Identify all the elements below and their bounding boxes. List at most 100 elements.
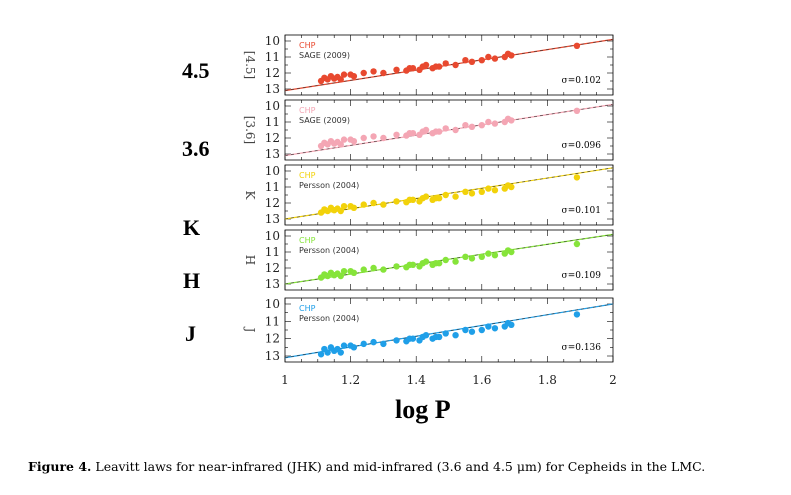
- data-point-3.6: [442, 125, 449, 132]
- data-point-J: [370, 338, 377, 346]
- data-point-3.6: [370, 133, 377, 140]
- data-point-4.5: [478, 57, 485, 64]
- data-point-3.6: [485, 118, 492, 126]
- data-point-3.6: [350, 138, 358, 145]
- data-point-H: [422, 258, 430, 265]
- data-point-J: [478, 326, 485, 334]
- row-label-j: J: [185, 321, 196, 346]
- data-point-K: [508, 183, 515, 191]
- y-tick-label-4.5: 10: [265, 34, 280, 48]
- data-point-J: [350, 344, 358, 351]
- data-point-3.6: [468, 123, 476, 130]
- data-point-K: [409, 196, 417, 203]
- data-point-J: [485, 323, 492, 330]
- data-point-K: [370, 199, 377, 207]
- y-tick-label-J: 13: [265, 349, 280, 363]
- data-point-3.6: [380, 134, 387, 142]
- legend-chp-J: CHP: [299, 304, 316, 313]
- y-tick-label-H: 11: [265, 245, 280, 259]
- sigma-label-J: σ=0.136: [562, 343, 602, 353]
- y-tick-label-3.6: 12: [265, 131, 280, 145]
- y-tick-label-3.6: 13: [265, 147, 280, 161]
- data-point-H: [468, 255, 476, 262]
- data-point-H: [435, 260, 443, 267]
- sigma-label-4.5: σ=0.102: [562, 76, 601, 86]
- data-point-4.5: [491, 55, 499, 62]
- data-point-3.6: [422, 126, 430, 134]
- caption-text: Leavitt laws for near-infrared (JHK) and…: [95, 459, 706, 474]
- row-label-k: K: [183, 215, 201, 240]
- data-point-K: [422, 193, 430, 200]
- data-point-K: [478, 188, 485, 195]
- data-point-H: [508, 248, 515, 256]
- data-point-H: [485, 250, 492, 257]
- data-point-H: [409, 261, 417, 268]
- y-tick-label-K: 10: [265, 164, 280, 178]
- legend-source-K: Persson (2004): [299, 181, 359, 190]
- x-axis-title: log P: [395, 395, 451, 424]
- y-axis-label-H: H: [243, 255, 257, 265]
- data-point-4.5: [409, 65, 417, 72]
- data-point-H: [573, 240, 581, 248]
- data-point-4.5: [442, 60, 449, 67]
- data-point-4.5: [422, 61, 430, 69]
- data-point-3.6: [508, 117, 515, 124]
- sigma-label-H: σ=0.109: [562, 271, 602, 281]
- panel-frame-K: [284, 164, 614, 226]
- data-point-K: [452, 193, 459, 200]
- legend-source-H: Persson (2004): [299, 246, 359, 255]
- data-point-J: [452, 332, 459, 339]
- data-point-J: [360, 340, 367, 348]
- data-point-3.6: [462, 122, 469, 129]
- data-point-3.6: [435, 128, 443, 135]
- x-tick-label: 1.8: [538, 373, 557, 387]
- data-point-J: [422, 332, 430, 339]
- y-tick-label-4.5: 13: [265, 82, 280, 96]
- y-tick-label-H: 13: [265, 277, 280, 291]
- data-point-H: [393, 263, 400, 270]
- y-tick-label-H: 12: [265, 261, 280, 275]
- data-point-K: [435, 195, 443, 202]
- data-point-3.6: [337, 141, 344, 148]
- data-point-K: [393, 198, 400, 205]
- figure-caption: Figure 4. Leavitt laws for near-infrared…: [28, 459, 788, 474]
- data-point-J: [380, 340, 387, 348]
- data-point-H: [452, 258, 459, 265]
- data-point-3.6: [360, 134, 367, 142]
- legend-source-J: Persson (2004): [299, 314, 359, 323]
- y-tick-label-4.5: 11: [265, 50, 280, 64]
- data-point-H: [370, 264, 377, 272]
- y-axis-label-K: K: [243, 191, 257, 201]
- data-point-4.5: [380, 69, 387, 77]
- data-point-J: [409, 335, 417, 342]
- y-axis-label-4.5: [4.5]: [243, 51, 257, 79]
- caption-label: Figure 4.: [28, 459, 92, 474]
- y-tick-label-J: 11: [265, 314, 280, 328]
- row-label-h: H: [183, 268, 201, 293]
- legend-chp-3.6: CHP: [299, 106, 316, 115]
- data-point-K: [340, 203, 348, 210]
- data-point-J: [442, 330, 449, 337]
- data-point-J: [491, 325, 499, 332]
- data-point-3.6: [340, 136, 348, 143]
- legend-chp-H: CHP: [299, 236, 316, 245]
- data-point-K: [573, 174, 581, 181]
- y-tick-label-K: 13: [265, 212, 280, 226]
- sigma-label-3.6: σ=0.096: [562, 141, 602, 151]
- y-tick-label-3.6: 10: [265, 99, 280, 113]
- row-label-4-5: 4.5: [182, 58, 210, 83]
- data-point-3.6: [393, 131, 400, 138]
- data-point-K: [380, 201, 387, 208]
- y-tick-label-J: 12: [265, 332, 280, 346]
- data-point-J: [435, 333, 443, 341]
- x-tick-label: 1.4: [407, 373, 426, 387]
- legend-source-3.6: SAGE (2009): [299, 116, 350, 125]
- data-point-3.6: [409, 130, 417, 137]
- data-point-4.5: [468, 58, 476, 65]
- data-point-J: [393, 337, 400, 344]
- data-point-H: [360, 266, 367, 273]
- legend-chp-K: CHP: [299, 171, 316, 180]
- data-point-K: [462, 188, 469, 195]
- data-point-4.5: [452, 61, 459, 69]
